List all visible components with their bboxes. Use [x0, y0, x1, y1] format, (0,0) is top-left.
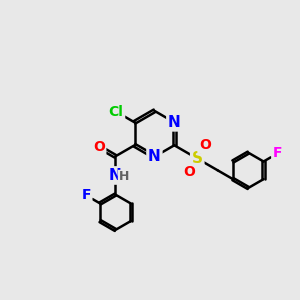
- Text: S: S: [192, 151, 203, 166]
- Text: N: N: [148, 149, 161, 164]
- Text: H: H: [118, 170, 129, 183]
- Text: N: N: [109, 168, 122, 183]
- Text: O: O: [199, 138, 211, 152]
- Text: Cl: Cl: [109, 105, 124, 119]
- Text: F: F: [81, 188, 91, 202]
- Text: O: O: [93, 140, 105, 154]
- Text: N: N: [168, 115, 181, 130]
- Text: O: O: [184, 165, 196, 179]
- Text: F: F: [273, 146, 282, 161]
